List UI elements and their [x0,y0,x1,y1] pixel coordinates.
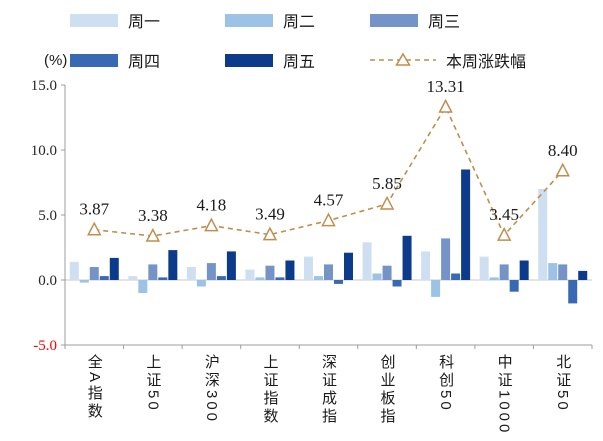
bar-周五-沪深300 [226,251,236,280]
weekly-change-value-label: 3.38 [138,206,168,225]
legend-item-monday: 周一 [70,8,225,32]
x-axis-label-1: 全A指数 [85,354,103,422]
bar-周五-上证指数 [285,260,295,280]
bar-周五-北证50 [578,270,588,280]
bar-周二-沪深300 [196,280,206,287]
bar-周四-科创50 [451,273,461,280]
x-axis-label-6: 创业板指 [378,354,396,426]
legend-item-weekly-change: 本周涨跌幅 [370,48,595,72]
y-tick-label: -5.0 [33,338,57,354]
legend-swatch-wednesday-icon [370,13,418,27]
weekly-change-marker-北证50 [555,162,570,177]
legend-label-weekly-change: 本周涨跌幅 [446,54,527,71]
bar-周一-科创50 [421,251,431,280]
y-axis-unit-label: (%) [44,52,68,69]
x-axis-label-7: 科创50 [437,354,455,413]
bar-周一-深证成指 [304,256,313,280]
bar-周二-上证50 [138,280,148,293]
y-tick-label: 0.0 [38,273,57,289]
bar-周二-中证1000 [489,277,499,280]
weekly-change-value-label: 3.49 [255,205,285,224]
legend-label-tuesday: 周二 [283,14,316,31]
weekly-change-marker-科创50 [438,98,453,113]
x-axis-label-4: 上证指数 [261,354,279,426]
bar-周一-上证50 [128,276,138,280]
weekly-change-marker-上证50 [145,227,161,242]
legend-swatch-friday-icon [225,53,273,67]
bar-周四-全A指数 [99,276,109,280]
bar-周一-全A指数 [69,261,79,280]
bar-周五-创业板指 [402,235,412,280]
y-tick-label: 10.0 [31,143,57,159]
legend-swatch-monday-icon [70,13,118,27]
bar-周五-全A指数 [109,257,119,280]
weekly-change-marker-全A指数 [87,221,102,236]
bar-周二-全A指数 [79,280,89,283]
weekly-change-value-label: 8.40 [548,141,578,160]
bar-周三-中证1000 [499,264,509,280]
x-axis-label-5: 深证成指 [320,354,337,426]
weekly-change-marker-深证成指 [321,212,336,227]
bar-周四-沪深300 [216,276,226,280]
legend-item-wednesday: 周三 [370,8,595,32]
bar-周一-中证1000 [479,256,489,280]
bar-周三-上证指数 [265,265,275,280]
bar-周三-创业板指 [382,265,392,280]
bar-周二-深证成指 [314,276,323,280]
bar-周二-科创50 [431,280,441,297]
bar-周四-深证成指 [334,280,343,284]
bar-周五-中证1000 [519,260,529,280]
weekly-change-value-label: 4.57 [314,191,344,210]
bar-周五-上证50 [168,250,178,280]
bar-周三-深证成指 [324,264,333,280]
y-tick-label: 5.0 [38,208,57,224]
bar-周一-北证50 [538,189,548,280]
bar-周二-创业板指 [372,273,382,280]
legend-label-thursday: 周四 [128,54,161,71]
weekly-change-value-label: 3.45 [489,205,519,224]
y-tick-label: 15.0 [31,78,57,94]
legend-label-friday: 周五 [283,54,316,71]
bar-周二-北证50 [548,263,558,280]
bar-周五-深证成指 [344,252,353,280]
bar-周三-上证50 [148,264,158,280]
bar-周四-上证指数 [275,277,285,280]
legend-item-friday: 周五 [225,48,370,72]
bar-周一-沪深300 [186,267,196,280]
bar-周三-北证50 [558,264,568,280]
x-axis-label-2: 上证50 [144,354,162,413]
weekly-change-marker-中证1000 [496,227,512,241]
legend-label-wednesday: 周三 [428,14,461,31]
x-axis-label-8: 中证1000 [495,354,513,436]
bar-周三-全A指数 [89,267,99,280]
weekly-change-value-label: 5.85 [372,174,402,193]
bar-周四-中证1000 [509,280,519,292]
bar-周五-科创50 [461,169,471,280]
bar-周四-上证50 [158,277,168,280]
legend-swatch-thursday-icon [70,53,118,67]
weekly-change-marker-上证指数 [262,226,278,241]
x-axis-label-3: 沪深300 [202,354,220,425]
weekly-change-line-icon [370,52,436,68]
weekly-change-marker-创业板指 [379,195,395,210]
weekly-change-marker-沪深300 [204,217,219,232]
bar-周一-上证指数 [245,269,255,280]
x-axis-label-9: 北证50 [554,354,572,413]
weekly-change-value-label: 13.31 [426,77,464,96]
bar-周一-创业板指 [362,242,372,280]
weekly-change-value-label: 3.87 [79,200,109,219]
weekly-change-value-label: 4.18 [197,196,227,215]
bar-周四-北证50 [568,280,578,304]
legend-item-tuesday: 周二 [225,8,370,32]
legend-item-thursday: 周四 [70,48,225,72]
bar-周二-上证指数 [255,277,265,280]
bar-周三-沪深300 [206,263,216,280]
chart-legend: 周一 周二 周三 周四 周五 本周涨跌幅 [70,8,595,72]
legend-swatch-tuesday-icon [225,13,273,27]
bar-周四-创业板指 [392,280,402,287]
legend-label-monday: 周一 [128,14,161,31]
bar-周三-科创50 [441,238,451,280]
